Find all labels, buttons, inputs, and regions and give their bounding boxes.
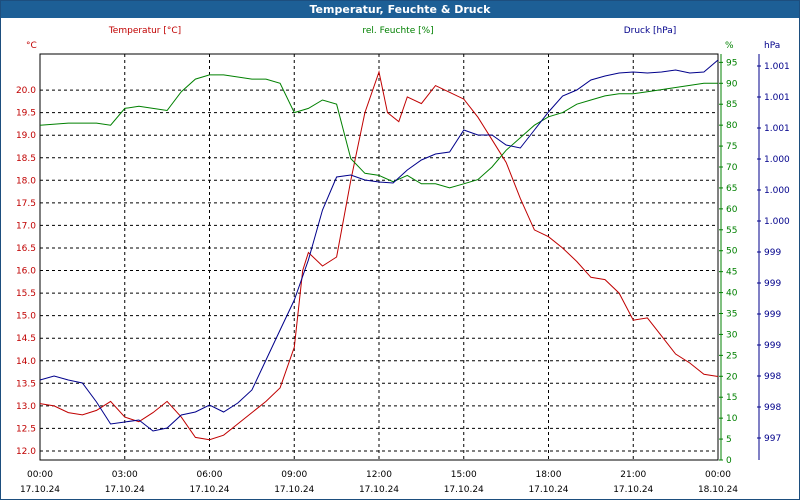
pressure-tick-label: 1.001 <box>764 62 790 72</box>
x-tick-time: 15:00 <box>451 470 477 480</box>
humidity-tick-label: 10 <box>726 414 738 424</box>
x-tick-time: 21:00 <box>620 470 646 480</box>
humidity-tick-label: 60 <box>726 205 738 215</box>
humidity-tick-label: 95 <box>726 58 737 68</box>
x-tick-date: 17.10.24 <box>189 485 229 495</box>
pressure-tick-label: 998 <box>764 372 781 382</box>
x-tick-time: 00:00 <box>27 470 53 480</box>
temperature-axis-title: Temperatur [°C] <box>108 26 181 36</box>
pressure-unit-label: hPa <box>764 41 780 51</box>
pressure-tick-label: 999 <box>764 341 781 351</box>
pressure-tick-label: 1.001 <box>764 124 790 134</box>
humidity-tick-label: 40 <box>726 289 738 299</box>
series-line-temperature <box>39 70 719 441</box>
humidity-tick-label: 30 <box>726 330 738 340</box>
x-tick-date: 17.10.24 <box>105 485 145 495</box>
humidity-tick-label: 50 <box>726 247 738 257</box>
x-tick-date: 18.10.24 <box>698 485 738 495</box>
pressure-tick-label: 1.001 <box>764 93 790 103</box>
humidity-tick-label: 80 <box>726 121 738 131</box>
temperature-tick-label: 13.5 <box>16 379 36 389</box>
series-lines <box>39 59 719 441</box>
x-tick-time: 12:00 <box>366 470 392 480</box>
x-tick-time: 18:00 <box>536 470 562 480</box>
x-tick-date: 17.10.24 <box>528 485 568 495</box>
humidity-unit-label: % <box>725 41 734 51</box>
humidity-tick-label: 5 <box>726 435 732 445</box>
humidity-tick-label: 55 <box>726 226 737 236</box>
temperature-tick-label: 19.5 <box>16 109 36 119</box>
temperature-tick-label: 12.5 <box>16 424 36 434</box>
chart-title: Temperatur, Feuchte & Druck <box>1 1 799 18</box>
x-tick-time: 09:00 <box>281 470 307 480</box>
pressure-tick-label: 1.000 <box>764 155 790 165</box>
temperature-tick-label: 18.5 <box>16 154 36 164</box>
temperature-tick-label: 17.0 <box>16 221 36 231</box>
temperature-tick-label: 16.5 <box>16 244 36 254</box>
pressure-tick-label: 1.000 <box>764 186 790 196</box>
temperature-tick-label: 15.5 <box>16 289 36 299</box>
temperature-tick-label: 18.0 <box>16 176 36 186</box>
humidity-tick-label: 0 <box>726 456 732 466</box>
axes <box>719 54 761 461</box>
x-tick-date: 17.10.24 <box>20 485 60 495</box>
humidity-tick-label: 15 <box>726 393 737 403</box>
x-tick-date: 17.10.24 <box>613 485 653 495</box>
x-tick-date: 17.10.24 <box>359 485 399 495</box>
humidity-tick-label: 25 <box>726 351 737 361</box>
pressure-tick-label: 998 <box>764 403 781 413</box>
temperature-tick-label: 17.5 <box>16 199 36 209</box>
humidity-tick-label: 85 <box>726 100 737 110</box>
temperature-unit-label: °C <box>26 41 37 51</box>
x-tick-time: 06:00 <box>197 470 223 480</box>
temperature-tick-label: 14.5 <box>16 334 36 344</box>
humidity-axis-title: rel. Feuchte [%] <box>362 26 433 36</box>
series-line-pressure <box>39 59 719 432</box>
grid <box>39 53 719 461</box>
series-line-humidity <box>39 74 718 189</box>
pressure-tick-label: 999 <box>764 248 781 258</box>
pressure-tick-label: 999 <box>764 279 781 289</box>
temperature-tick-label: 20.0 <box>16 86 36 96</box>
humidity-tick-label: 70 <box>726 163 738 173</box>
humidity-tick-label: 35 <box>726 310 737 320</box>
humidity-tick-label: 20 <box>726 372 738 382</box>
temperature-tick-label: 19.0 <box>16 131 36 141</box>
humidity-tick-label: 65 <box>726 184 737 194</box>
x-tick-date: 17.10.24 <box>274 485 314 495</box>
x-tick-time: 00:00 <box>705 470 731 480</box>
temperature-tick-label: 15.0 <box>16 312 36 322</box>
pressure-tick-label: 999 <box>764 310 781 320</box>
x-tick-date: 17.10.24 <box>444 485 484 495</box>
humidity-tick-label: 45 <box>726 268 737 278</box>
temperature-tick-label: 13.0 <box>16 402 36 412</box>
x-tick-time: 03:00 <box>112 470 138 480</box>
humidity-tick-label: 75 <box>726 142 737 152</box>
temperature-tick-label: 14.0 <box>16 357 36 367</box>
humidity-tick-label: 90 <box>726 79 738 89</box>
pressure-axis-title: Druck [hPa] <box>624 26 677 36</box>
pressure-tick-label: 1.000 <box>764 217 790 227</box>
temperature-tick-label: 12.0 <box>16 447 36 457</box>
pressure-tick-label: 997 <box>764 434 781 444</box>
temperature-tick-label: 16.0 <box>16 267 36 277</box>
tick-labels: 00:00 17.10.24 03:00 17.10.24 06:00 17.10.24 0… <box>16 26 790 495</box>
